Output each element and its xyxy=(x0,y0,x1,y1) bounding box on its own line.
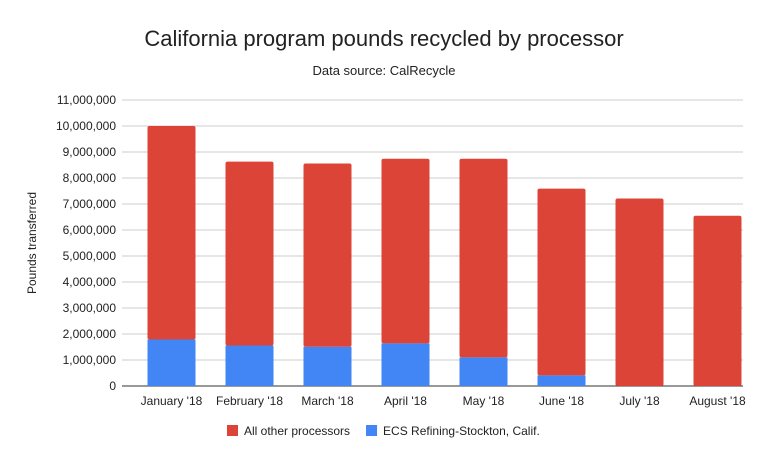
bar-segment xyxy=(225,345,274,386)
y-tick-label: 1,000,000 xyxy=(63,353,117,367)
x-tick-label: February '18 xyxy=(216,394,283,408)
bar-segment xyxy=(537,375,586,386)
chart-title: California program pounds recycled by pr… xyxy=(144,26,623,51)
y-tick-label: 2,000,000 xyxy=(63,327,117,341)
bar-segment xyxy=(693,215,742,386)
bar-segment xyxy=(225,161,274,346)
bar-segment xyxy=(147,339,196,386)
y-tick-label: 5,000,000 xyxy=(63,249,117,263)
y-tick-label: 0 xyxy=(109,379,116,393)
bar-segment xyxy=(615,198,664,386)
x-tick-label: July '18 xyxy=(619,394,660,408)
bar-segment xyxy=(147,126,196,340)
legend-swatch xyxy=(227,425,238,436)
y-tick-label: 3,000,000 xyxy=(63,301,117,315)
chart-subtitle: Data source: CalRecycle xyxy=(312,63,455,78)
y-tick-label: 4,000,000 xyxy=(63,275,117,289)
bar-segment xyxy=(303,163,352,347)
x-tick-label: June '18 xyxy=(539,394,584,408)
bar-segment xyxy=(303,346,352,386)
y-tick-label: 10,000,000 xyxy=(56,119,116,133)
bar-segment xyxy=(459,357,508,386)
y-tick-label: 9,000,000 xyxy=(63,145,117,159)
y-tick-label: 11,000,000 xyxy=(57,93,116,107)
x-tick-label: January '18 xyxy=(141,394,203,408)
x-tick-label: August '18 xyxy=(689,394,746,408)
bar-segment xyxy=(459,158,508,358)
legend-label: All other processors xyxy=(244,424,350,438)
y-tick-label: 7,000,000 xyxy=(63,197,117,211)
bar-segment xyxy=(381,343,430,386)
x-tick-label: March '18 xyxy=(301,394,354,408)
y-axis-label: Pounds transferred xyxy=(25,192,39,294)
legend-label: ECS Refining-Stockton, Calif. xyxy=(383,424,540,438)
x-tick-label: April '18 xyxy=(384,394,427,408)
y-tick-label: 8,000,000 xyxy=(63,171,117,185)
y-tick-label: 6,000,000 xyxy=(63,223,117,237)
legend-swatch xyxy=(366,425,378,436)
x-tick-label: May '18 xyxy=(463,394,505,408)
bar-segment xyxy=(381,158,430,344)
bar-segment xyxy=(537,188,586,376)
